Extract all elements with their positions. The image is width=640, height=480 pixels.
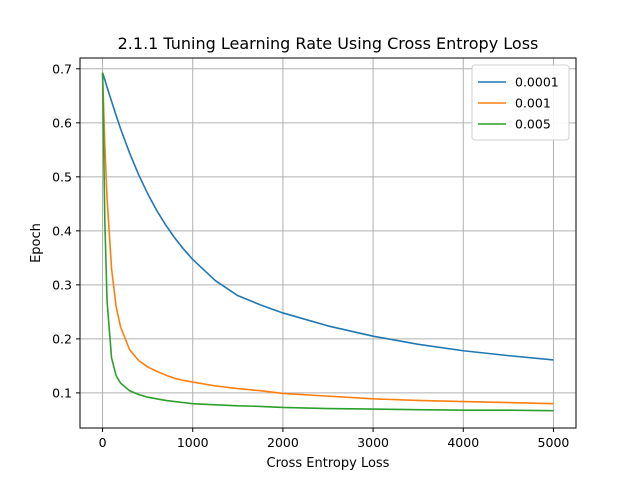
grid-lines <box>80 58 576 428</box>
y-tick-label: 0.3 <box>52 277 72 292</box>
legend-label: 0.0001 <box>515 75 559 90</box>
y-tick-label: 0.5 <box>52 169 72 184</box>
x-axis-label: Cross Entropy Loss <box>267 456 390 471</box>
legend: 0.0001 0.001 0.005 <box>471 64 570 141</box>
series-line-0.001 <box>101 72 554 405</box>
y-tick-label: 0.4 <box>52 223 72 238</box>
x-tick-label: 1000 <box>177 435 209 450</box>
x-tick-label: 4000 <box>447 435 479 450</box>
legend-label: 0.005 <box>515 117 551 132</box>
y-tick-label: 0.7 <box>52 61 72 76</box>
y-tick-label: 0.2 <box>52 331 72 346</box>
y-tick-label: 0.1 <box>52 385 72 400</box>
y-axis-label: Epoch <box>29 223 44 263</box>
x-tick-label: 2000 <box>267 435 299 450</box>
axis-ticks: 0 1000 2000 3000 4000 5000 0.1 0.2 0.3 0.4 0.5 0.6 0… <box>52 61 569 450</box>
legend-label: 0.001 <box>515 96 551 111</box>
plot-area-frame <box>79 57 577 429</box>
chart-title: 2.1.1 Tuning Learning Rate Using Cross E… <box>118 34 539 53</box>
x-tick-label: 3000 <box>357 435 389 450</box>
y-tick-label: 0.6 <box>52 115 72 130</box>
series-lines <box>101 72 554 412</box>
series-line-0.005 <box>101 72 554 412</box>
legend-box <box>471 64 570 141</box>
x-tick-label: 5000 <box>538 435 570 450</box>
x-tick-label: 0 <box>99 435 107 450</box>
series-line-0.0001 <box>101 72 554 361</box>
